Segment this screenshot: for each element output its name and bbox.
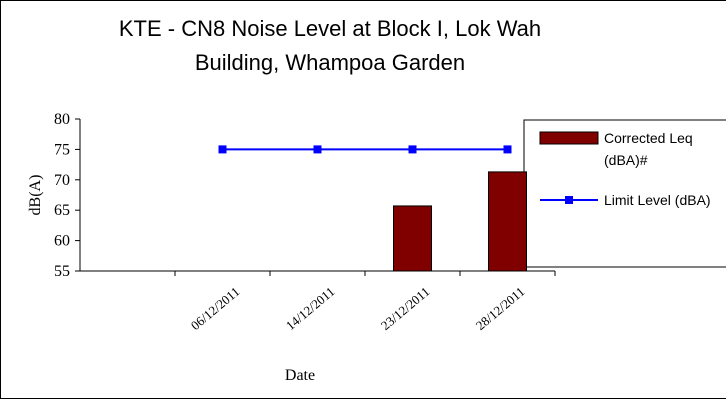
line-marker xyxy=(408,145,417,154)
chart-title: KTE - CN8 Noise Level at Block I, Lok Wa… xyxy=(118,16,542,75)
line-marker xyxy=(503,145,512,154)
x-tick-label: 14/12/2011 xyxy=(283,284,338,333)
legend-label: Limit Level (dBA) xyxy=(604,192,711,208)
legend-swatch xyxy=(539,131,599,145)
y-tick-label: 75 xyxy=(54,141,70,158)
x-tick-label: 23/12/2011 xyxy=(378,284,433,333)
y-axis-label: dB(A) xyxy=(27,175,44,216)
line-marker xyxy=(218,145,227,154)
y-tick-label: 80 xyxy=(54,111,70,128)
bar xyxy=(488,171,527,272)
x-tick-label: 28/12/2011 xyxy=(473,284,528,333)
line-marker xyxy=(313,145,322,154)
bar xyxy=(393,205,432,272)
y-tick-label: 55 xyxy=(54,263,70,280)
legend-swatch-marker xyxy=(565,196,573,204)
legend-label: Corrected Leq (dBA)# xyxy=(604,130,693,168)
x-tick-label: 06/12/2011 xyxy=(188,284,243,333)
y-tick-label: 60 xyxy=(54,233,70,250)
y-tick-label: 65 xyxy=(54,202,70,219)
y-tick-label: 70 xyxy=(54,172,70,189)
x-axis-label: Date xyxy=(285,367,315,384)
